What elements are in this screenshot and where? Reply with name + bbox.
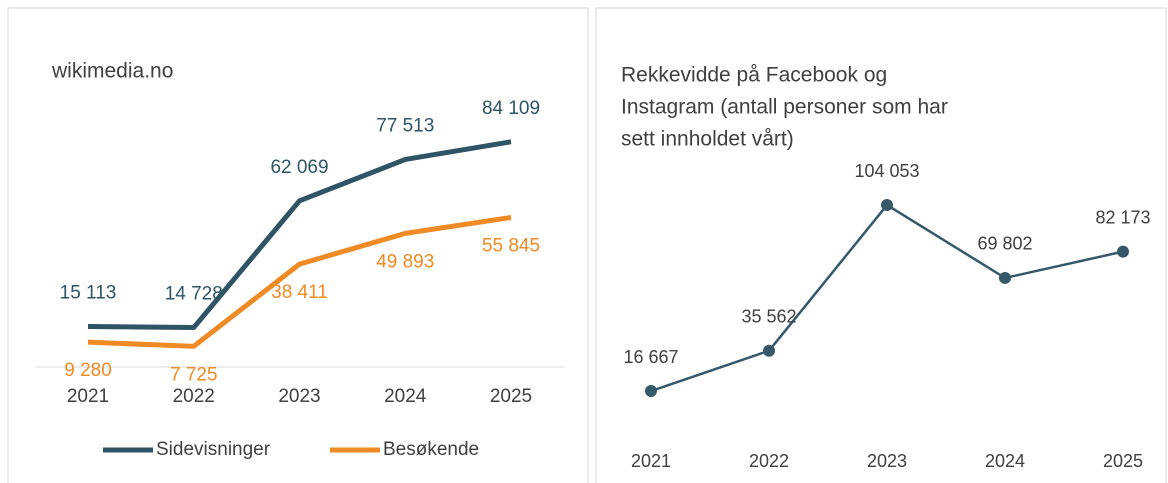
data-label: 35 562 bbox=[741, 307, 796, 327]
series-line bbox=[87, 214, 512, 349]
data-label: 7 725 bbox=[170, 364, 218, 385]
data-label: 77 513 bbox=[376, 115, 434, 136]
x-tick-label: 2022 bbox=[173, 386, 215, 407]
series-line bbox=[87, 139, 512, 331]
legend-label: Sidevisninger bbox=[156, 439, 271, 460]
data-label: 16 667 bbox=[623, 347, 678, 367]
data-label: 84 109 bbox=[482, 98, 540, 119]
chart-title: Instagram (antall personer som har bbox=[621, 96, 948, 119]
x-tick-label: 2021 bbox=[631, 451, 671, 471]
chart-title: Rekkevidde på Facebook og bbox=[621, 64, 887, 87]
point bbox=[881, 199, 893, 212]
chart-title: wikimedia.no bbox=[51, 60, 173, 83]
data-label: 49 893 bbox=[376, 251, 434, 272]
legend-label: Besøkende bbox=[383, 439, 479, 460]
x-tick-label: 2023 bbox=[278, 386, 320, 407]
data-label: 82 173 bbox=[1095, 207, 1150, 227]
point bbox=[999, 271, 1011, 284]
point bbox=[1117, 245, 1129, 258]
point bbox=[645, 385, 657, 398]
panel bbox=[595, 7, 1167, 483]
data-label: 15 113 bbox=[60, 283, 117, 304]
panel bbox=[7, 7, 589, 483]
data-label: 104 053 bbox=[854, 161, 919, 181]
data-label: 9 280 bbox=[64, 360, 112, 381]
x-tick-label: 2024 bbox=[384, 386, 427, 407]
x-tick-label: 2022 bbox=[749, 451, 789, 471]
data-label: 69 802 bbox=[977, 234, 1032, 254]
x-tick-label: 2025 bbox=[1103, 451, 1143, 471]
point bbox=[763, 344, 775, 357]
x-tick-label: 2024 bbox=[985, 451, 1025, 471]
data-label: 62 069 bbox=[270, 157, 328, 178]
data-label: 14 728 bbox=[165, 284, 223, 305]
data-label: 38 411 bbox=[271, 282, 328, 303]
x-tick-label: 2023 bbox=[867, 451, 907, 471]
chart-title: sett innholdet vårt) bbox=[621, 128, 794, 151]
x-tick-label: 2021 bbox=[67, 386, 109, 407]
x-tick-label: 2025 bbox=[490, 386, 532, 407]
data-label: 55 845 bbox=[482, 235, 540, 256]
series-line bbox=[650, 203, 1124, 393]
